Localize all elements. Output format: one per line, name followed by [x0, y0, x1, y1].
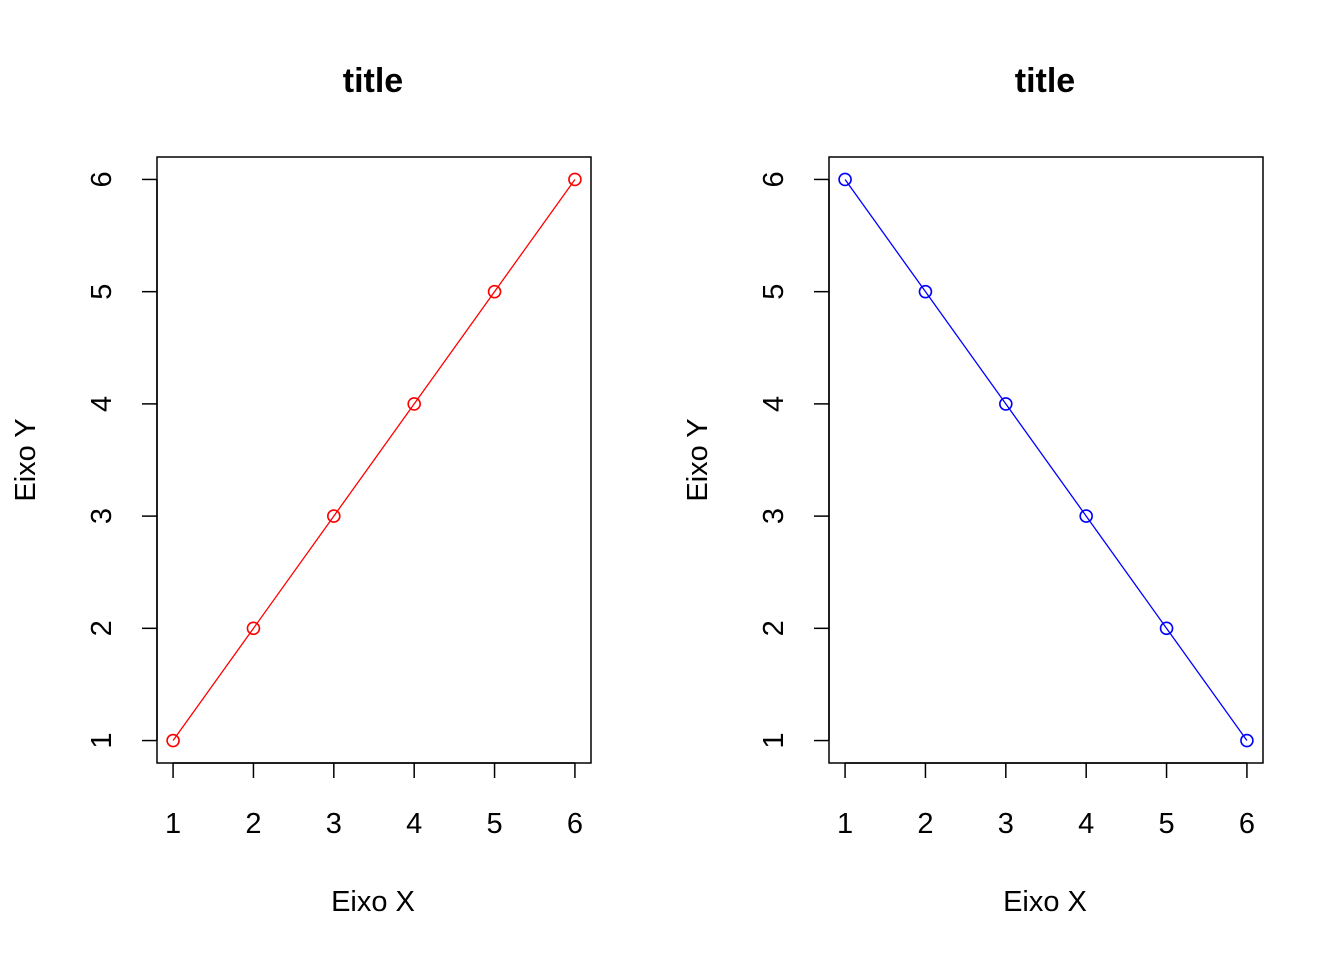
plot-left-y-tick-label: 1	[86, 732, 118, 748]
plot-left-x-tick-label: 2	[245, 808, 261, 840]
plot-right-title: title	[1015, 62, 1075, 100]
plot-left-x-tick-label: 3	[326, 808, 342, 840]
plot-left-data-point	[327, 509, 341, 523]
plot-right-data-point	[1240, 733, 1254, 748]
plot-right: title Eixo X Eixo Y 1 2 3 4 5 6 1 2 3 4 5 6	[682, 62, 1264, 918]
plot-left-y-tick-label: 3	[86, 508, 118, 524]
plot-right-x-tick-label: 1	[837, 808, 853, 840]
plot-left-xlabel: Eixo X	[331, 886, 415, 918]
plot-right-x-tick-label: 2	[917, 808, 933, 840]
plot-left-x-tick-label: 6	[567, 808, 583, 840]
plot-left-y-tick-label: 4	[86, 396, 118, 412]
plot-right-y-tick-label: 5	[758, 284, 790, 300]
plot-right-x-tick-label: 6	[1239, 808, 1255, 840]
plot-left-y-tick-label: 6	[86, 171, 118, 187]
plot-right-x-tick-label: 5	[1158, 808, 1174, 840]
plot-right-data-point	[1079, 509, 1093, 523]
plot-left-data-point	[407, 397, 421, 411]
plot-right-data-point	[838, 172, 852, 187]
plot-left-x-tick-label: 1	[165, 808, 181, 840]
plot-left: title Eixo X Eixo Y 1 2 3 4 5 6 1 2 3 4 5 6	[10, 62, 592, 918]
plot-left-series-line	[172, 179, 576, 741]
plot-right-y-tick-label: 6	[758, 171, 790, 187]
plot-left-ylabel: Eixo Y	[10, 418, 42, 501]
plot-right-y-tick-label: 3	[758, 508, 790, 524]
plot-right-series-line	[844, 179, 1248, 741]
plot-left-data-point	[246, 621, 261, 636]
plot-left-data-point	[487, 284, 502, 299]
plot-left-y-tick-label: 2	[86, 620, 118, 636]
plot-left-data-point	[568, 172, 582, 187]
plot-right-x-tick-label: 4	[1078, 808, 1094, 840]
plot-left-y-tick-label: 5	[86, 284, 118, 300]
plot-left-data-point	[166, 733, 180, 748]
plot-right-y-tick-label: 1	[758, 732, 790, 748]
plot-left-title: title	[343, 62, 403, 100]
plot-left-x-tick-label: 5	[486, 808, 502, 840]
plot-right-y-tick-label: 2	[758, 620, 790, 636]
plot-right-data-point	[1159, 621, 1174, 636]
plot-right-data-point	[999, 397, 1013, 411]
plot-right-ylabel: Eixo Y	[682, 418, 714, 501]
plot-left-x-tick-label: 4	[406, 808, 422, 840]
plot-right-xlabel: Eixo X	[1003, 886, 1087, 918]
plot-right-y-tick-label: 4	[758, 396, 790, 412]
plot-right-data-point	[918, 284, 933, 299]
plot-right-x-tick-label: 3	[998, 808, 1014, 840]
